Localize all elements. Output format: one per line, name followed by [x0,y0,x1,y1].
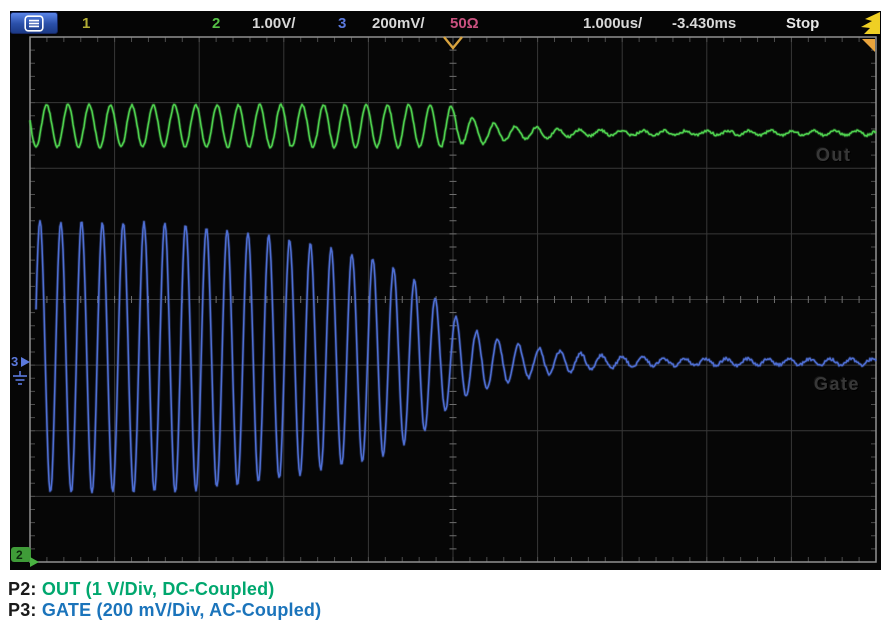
channel2-marker-arrow [30,557,39,567]
trace-out [29,103,877,149]
waveform-graticule: 32 [11,36,878,567]
channel2-label[interactable]: 2 [212,15,221,32]
trace-gate [35,220,877,494]
channel2-marker-label: 2 [16,548,23,562]
caption-p3: P3: GATE (200 mV/Div, AC-Coupled) [8,600,321,621]
oscilloscope-display: 1 2 1.00V/ 3 200mV/ 50Ω 1.000us/ -3.430m… [10,11,881,570]
channel3-marker-arrow [21,357,30,367]
trace-label-out: Out [816,145,852,165]
caption-p2-text: OUT (1 V/Div, DC-Coupled) [41,579,275,599]
trigger-corner-marker [862,39,875,52]
grid-frame [29,36,877,563]
channel3-scale[interactable]: 200mV/ [372,15,425,32]
caption-p3-text: GATE (200 mV/Div, AC-Coupled) [41,600,322,620]
status-bar: 1 2 1.00V/ 3 200mV/ 50Ω 1.000us/ -3.430m… [10,11,881,37]
caption-p3-prefix: P3: [8,600,37,620]
channel2-scale[interactable]: 1.00V/ [252,15,296,32]
trigger-position-marker [443,36,463,50]
menu-button[interactable] [10,12,58,34]
timebase-readout[interactable]: 1.000us/ [583,15,643,32]
acquisition-status[interactable]: Stop [786,15,820,32]
channel3-ground-marker: 3 [11,354,18,369]
channel3-label[interactable]: 3 [338,15,347,32]
channel2-ground-marker [11,547,31,562]
figure-captions: P2: OUT (1 V/Div, DC-Coupled) P3: GATE (… [8,579,321,621]
caption-p2-prefix: P2: [8,579,37,599]
hamburger-menu-icon [24,14,44,32]
trace-label-gate: Gate [814,374,861,394]
trigger-delay-readout[interactable]: -3.430ms [672,15,737,32]
channel3-impedance[interactable]: 50Ω [450,15,479,32]
channel1-label[interactable]: 1 [82,15,91,32]
trigger-icon [855,11,881,40]
caption-p2: P2: OUT (1 V/Div, DC-Coupled) [8,579,321,600]
